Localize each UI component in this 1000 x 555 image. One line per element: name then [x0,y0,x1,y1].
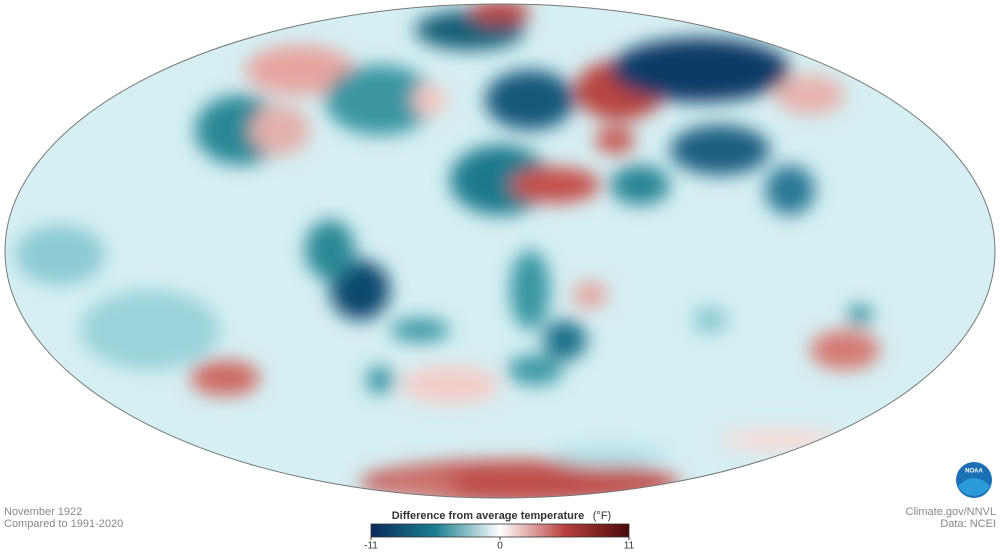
anomaly-field [15,4,880,498]
legend: Difference from average temperature (°F)… [364,510,634,552]
colorbar-tick-label: 0 [497,541,503,552]
source: Data: NCEI [940,518,996,530]
colorbar-tick-label: 11 [624,541,635,552]
credit: Climate.gov/NNVL [906,506,996,518]
baseline: Compared to 1991-2020 [4,518,123,530]
logo-wave [958,478,990,496]
map [4,3,996,499]
legend-title: Difference from average temperature [392,510,585,522]
logo-text: NOAA [965,469,983,475]
colorbar-tick-label: -11 [364,541,378,552]
colorbar [370,523,630,538]
legend-unit: (°F) [593,510,611,522]
logo: NOAA [956,462,992,498]
globe-outline [4,3,996,499]
date: November 1922 [4,506,82,518]
